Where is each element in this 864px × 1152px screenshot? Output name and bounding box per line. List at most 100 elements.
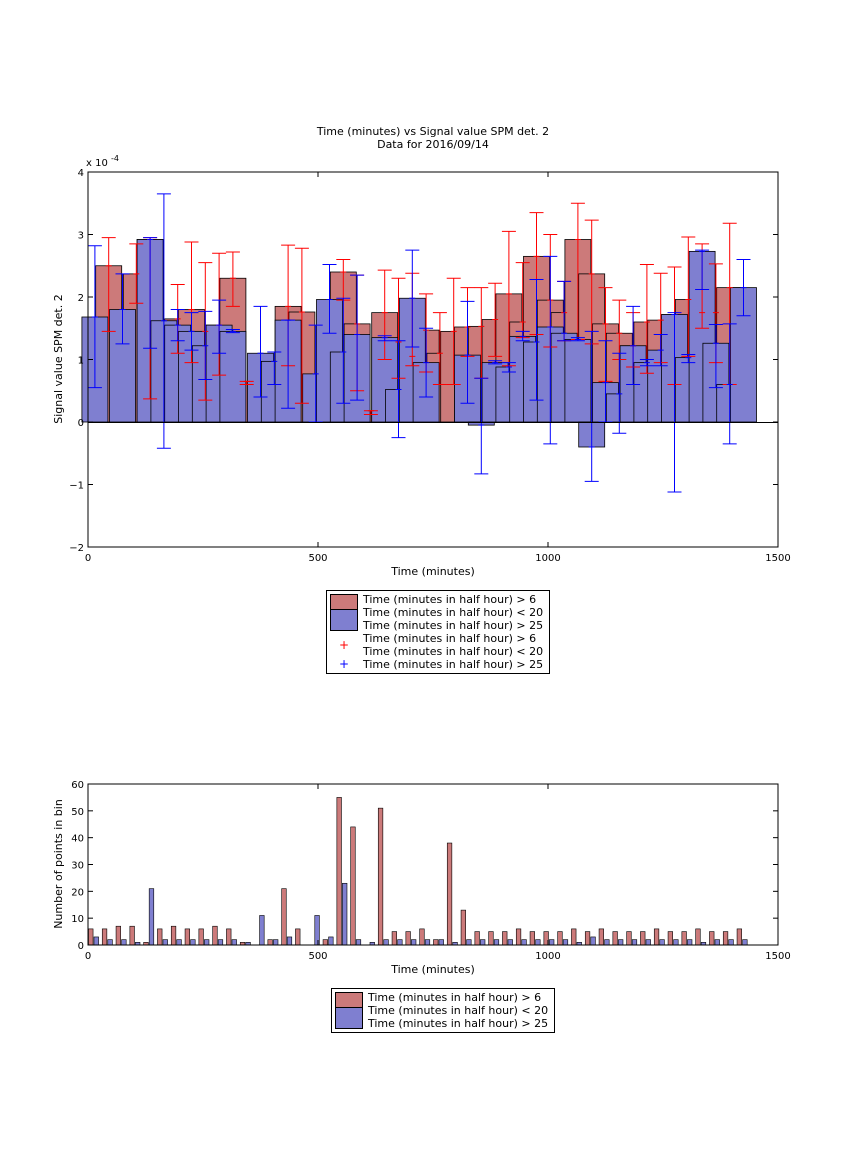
y-tick-label: −2 [69,543,84,554]
red-count-bar [184,928,190,946]
blue-count-bar [273,939,279,946]
blue-count-bar [742,939,748,946]
red-count-bar [267,939,273,946]
y-tick-label: 30 [71,861,84,872]
blue-count-bar [383,939,389,946]
legend-label: Time (minutes in half hour) > 25 [363,658,544,671]
blue-count-bar [438,939,444,946]
blue-count-bar [521,939,527,946]
x-axis-label: Time (minutes) [390,565,475,578]
red-count-bar [612,931,618,946]
exponent-power: -4 [111,154,119,163]
legend-label: Time (minutes in half hour) < 20 [363,606,544,619]
legend-item: Time (minutes in half hour) > 25 [327,609,549,632]
blue-bar [564,339,592,423]
blue-bar [219,330,247,423]
legend-swatch-blue [335,1007,363,1029]
x-tick-label: 1000 [535,553,560,564]
legend-label: Time (minutes in half hour) > 25 [363,619,544,632]
red-count-bar [529,931,535,946]
red-count-bar [322,939,328,946]
red-count-bar [377,807,384,946]
blue-count-bar [231,939,237,946]
red-count-bar [695,928,701,946]
blue-count-bar [549,939,555,946]
signal-chart: Time (minutes) vs Signal value SPM det. … [52,125,791,578]
legend-label: Time (minutes in half hour) > 6 [363,632,537,645]
blue-count-bar [328,936,334,946]
red-count-bar [295,928,301,946]
red-count-bar [640,931,646,946]
y-tick-label: 2 [78,293,84,304]
red-count-bar [170,925,177,946]
red-count-bar [115,925,121,946]
x-tick-label: 1500 [765,553,790,564]
red-count-bar [653,928,660,946]
signal-legend: Time (minutes in half hour) > 6 Time (mi… [326,590,551,674]
y-tick-label: 50 [71,807,84,818]
red-count-bar [584,931,591,946]
red-count-bar [474,931,480,946]
blue-count-bar [590,936,596,946]
red-count-bar [198,928,204,946]
plot-frame [87,783,779,946]
blue-count-bar [148,888,155,946]
blue-count-bar [204,939,210,946]
red-count-bar [419,928,425,946]
blue-count-bar [121,939,127,946]
red-count-bar [557,931,563,946]
blue-count-bar [728,939,734,946]
red-count-bar [502,931,508,946]
x-tick-label: 500 [308,553,327,564]
red-count-bar [736,928,742,946]
blue-count-bar [673,939,679,946]
legend-item: Time (minutes in half hour) > 6 Time (mi… [327,591,549,619]
x-tick-label: 0 [85,553,91,564]
blue-count-bar [314,915,320,946]
red-count-bar [391,931,397,946]
blue-count-bar [190,939,196,946]
red-count-bar [281,888,287,946]
red-count-bar [681,931,687,946]
blue-count-bar [259,915,265,946]
blue-count-bar [507,939,513,946]
blue-count-bar [687,939,693,946]
blue-count-bar [645,939,651,946]
red-count-bar [460,909,466,946]
legend-label: Time (minutes in half hour) < 20 [363,645,544,658]
blue-count-bar [93,936,99,946]
blue-count-bar [286,936,293,946]
x-axis-label: Time (minutes) [390,963,475,976]
red-count-bar [350,826,356,946]
legend-label: Time (minutes in half hour) < 20 [368,1004,549,1017]
histogram-chart: 0 500 1000 1500 0 10 20 30 40 50 60 Time (minutes)… [52,780,791,976]
blue-count-bar [604,939,610,946]
blue-count-bar [162,939,168,946]
blue-count-bar [493,939,500,946]
y-tick-label: 60 [71,780,84,791]
y-tick-label: 40 [71,834,84,845]
y-axis-label: Signal value SPM det. 2 [52,294,65,424]
blue-count-bar [562,939,569,946]
red-count-bar [88,928,94,946]
red-count-bar [598,928,604,946]
red-count-bar [709,931,715,946]
red-count-bar [129,925,135,946]
blue-count-bar [176,939,182,946]
red-count-bar [336,797,342,946]
legend-item: Time (minutes in half hour) > 25 [332,1007,554,1032]
legend-swatch-blue [330,609,358,631]
x-tick-label: 500 [308,951,327,962]
red-count-bar [433,939,439,946]
y-tick-label: 4 [78,168,84,179]
blue-count-bar [217,939,224,946]
red-count-bar [157,928,163,946]
blue-count-bar [355,939,362,946]
blue-count-bar [659,939,665,946]
legend-label: Time (minutes in half hour) > 6 [363,593,537,606]
x-tick-label: 1500 [765,951,790,962]
blue-count-bar [424,939,431,946]
blue-count-bar [397,939,403,946]
blue-count-bar [342,882,348,946]
x-tick-label: 1000 [535,951,560,962]
